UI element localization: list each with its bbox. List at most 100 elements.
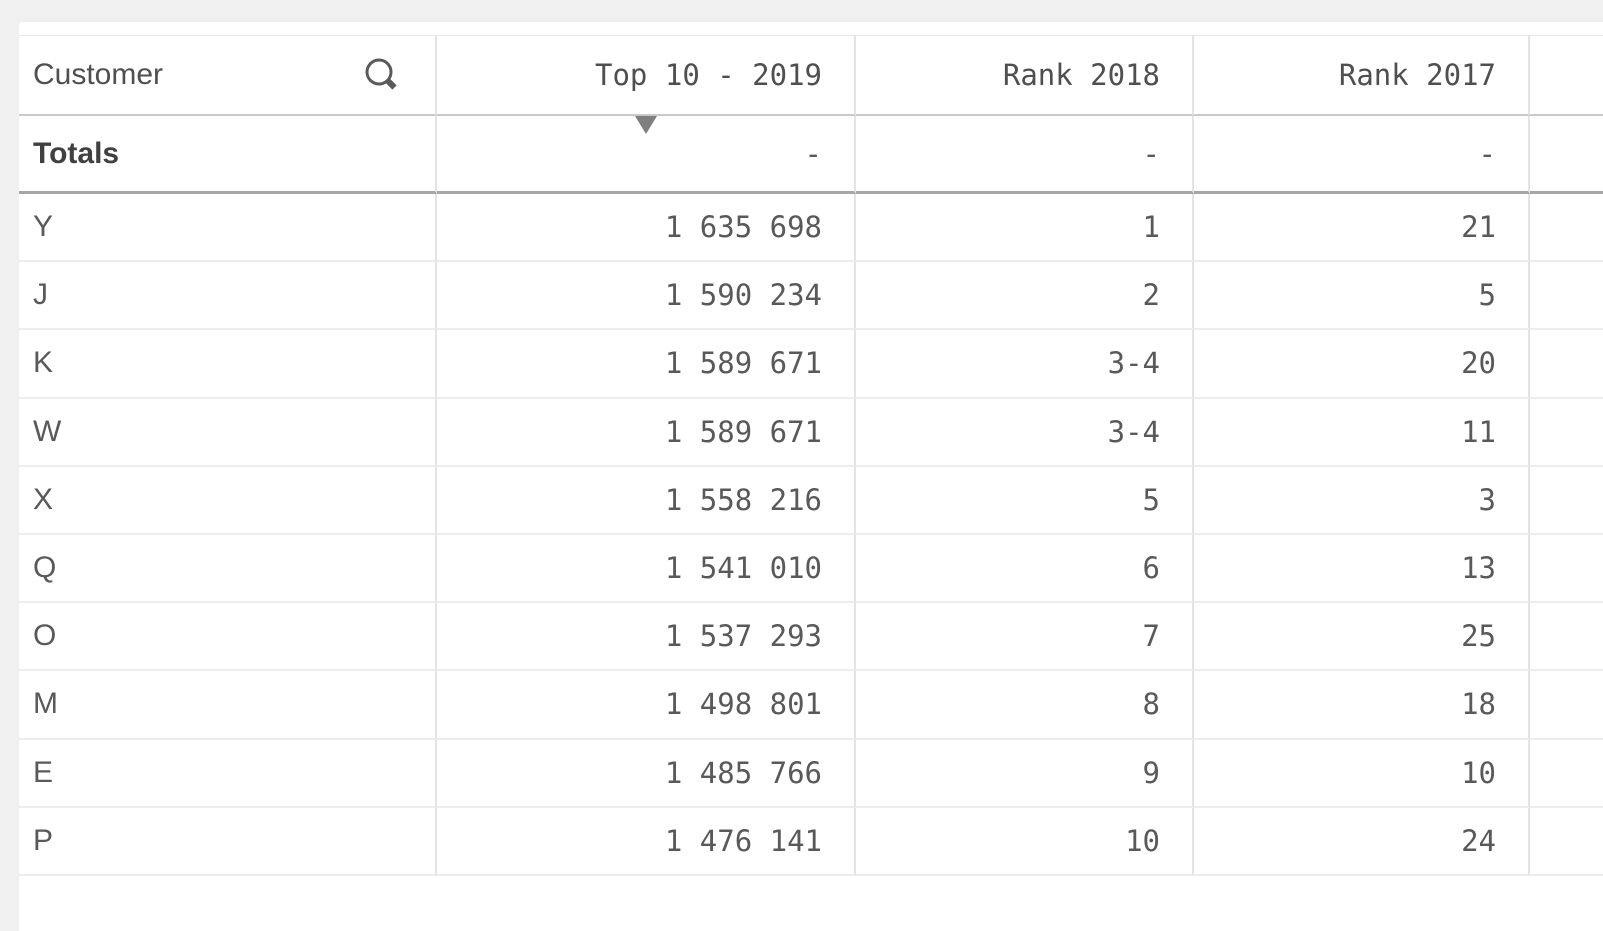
customer-value: J — [33, 278, 48, 312]
measure-cell-rank-2017: 21 — [1194, 194, 1530, 263]
row-empty-cell — [1530, 330, 1603, 399]
row-empty-cell — [1530, 262, 1603, 331]
customer-cell[interactable]: Y — [19, 194, 437, 263]
pivot-table: Customer Top 10 - 2019 Rank 2018 Rank 20… — [19, 35, 1603, 876]
totals-label: Totals — [33, 136, 120, 170]
column-header-customer[interactable]: Customer — [19, 36, 437, 116]
measure-value: 1 — [1142, 210, 1160, 245]
measure-cell-rank-2017: 25 — [1194, 603, 1530, 672]
rank-2017-header-label: Rank 2017 — [1338, 58, 1496, 92]
measure-cell-rank-2018: 6 — [856, 534, 1194, 604]
column-header-empty — [1530, 36, 1603, 116]
customer-cell[interactable]: E — [19, 739, 437, 808]
measure-value: 3-4 — [1107, 346, 1160, 381]
measure-cell-rank-2017: 10 — [1194, 739, 1530, 808]
customer-value: W — [33, 414, 62, 448]
measure-value: 11 — [1461, 414, 1496, 449]
measure-cell-rank-2018: 2 — [856, 262, 1194, 331]
measure-value: 13 — [1461, 551, 1496, 586]
column-header-top-10-2019[interactable]: Top 10 - 2019 — [437, 36, 856, 116]
customer-value: E — [33, 755, 54, 789]
row-empty-cell — [1530, 467, 1603, 535]
measure-cell-rank-2017: 13 — [1194, 534, 1530, 604]
measure-cell-top-10-2019: 1 485 766 — [437, 739, 856, 808]
customer-value: O — [33, 619, 57, 653]
measure-cell-top-10-2019: 1 589 671 — [437, 398, 856, 467]
measure-value: 5 — [1142, 482, 1160, 517]
customer-value: P — [33, 823, 54, 857]
totals-empty-cell — [1530, 116, 1603, 194]
measure-value: 20 — [1461, 346, 1496, 381]
column-header-rank-2017[interactable]: Rank 2017 — [1194, 36, 1530, 116]
measure-cell-top-10-2019: 1 590 234 — [437, 262, 856, 331]
measure-value: 1 485 766 — [664, 755, 822, 790]
row-empty-cell — [1530, 671, 1603, 740]
customer-cell[interactable]: J — [19, 262, 437, 331]
measure-value: 8 — [1142, 687, 1160, 722]
measure-cell-top-10-2019: 1 635 698 — [437, 194, 856, 263]
measure-cell-rank-2018: 8 — [856, 671, 1194, 740]
search-icon[interactable] — [363, 56, 401, 94]
measure-cell-rank-2018: 5 — [856, 466, 1194, 535]
customer-cell[interactable]: P — [19, 807, 437, 876]
measure-value: 1 558 216 — [664, 482, 822, 517]
row-empty-cell — [1530, 603, 1603, 672]
measure-value: 21 — [1461, 210, 1496, 245]
measure-value: 7 — [1142, 619, 1160, 654]
measure-value: 6 — [1142, 551, 1160, 586]
measure-cell-rank-2017: 5 — [1194, 262, 1530, 331]
row-empty-cell — [1530, 535, 1603, 604]
measure-cell-rank-2017: 18 — [1194, 671, 1530, 740]
row-empty-cell — [1530, 740, 1603, 808]
measure-value: 3 — [1478, 482, 1496, 517]
measure-value: 1 635 698 — [664, 210, 822, 245]
measure-cell-top-10-2019: 1 541 010 — [437, 534, 856, 604]
measure-cell-top-10-2019: 1 498 801 — [437, 671, 856, 740]
column-header-rank-2018[interactable]: Rank 2018 — [856, 36, 1194, 116]
measure-cell-rank-2017: 3 — [1194, 466, 1530, 535]
measure-cell-rank-2018: 7 — [856, 603, 1194, 672]
measure-cell-rank-2018: 3-4 — [856, 398, 1194, 467]
measure-cell-rank-2018: 9 — [856, 739, 1194, 808]
measure-cell-rank-2017: 11 — [1194, 398, 1530, 467]
sort-descending-icon — [635, 116, 657, 134]
measure-cell-rank-2018: 10 — [856, 807, 1194, 876]
totals-value-top-10-2019: - — [437, 116, 856, 194]
customer-cell[interactable]: O — [19, 603, 437, 672]
customer-header-label: Customer — [33, 58, 164, 91]
totals-label-cell: Totals — [19, 116, 437, 194]
measure-value: 1 589 671 — [664, 346, 822, 381]
measure-value: 18 — [1461, 687, 1496, 722]
customer-value: X — [33, 482, 54, 516]
customer-cell[interactable]: X — [19, 466, 437, 535]
customer-value: Y — [33, 210, 54, 244]
measure-value: 2 — [1142, 278, 1160, 313]
customer-cell[interactable]: Q — [19, 534, 437, 604]
measure-cell-rank-2017: 20 — [1194, 330, 1530, 399]
customer-cell[interactable]: W — [19, 398, 437, 467]
totals-value: - — [1478, 136, 1496, 171]
customer-header-content: Customer — [33, 56, 435, 94]
measure-value: 24 — [1461, 823, 1496, 858]
totals-value-rank-2017: - — [1194, 116, 1530, 194]
row-empty-cell — [1530, 399, 1603, 467]
measure-cell-rank-2018: 3-4 — [856, 330, 1194, 399]
rank-2018-header-label: Rank 2018 — [1002, 58, 1160, 92]
measure-cell-top-10-2019: 1 537 293 — [437, 603, 856, 672]
measure-value: 10 — [1461, 755, 1496, 790]
measure-value: 10 — [1125, 823, 1160, 858]
customer-value: K — [33, 346, 54, 380]
measure-cell-top-10-2019: 1 476 141 — [437, 807, 856, 876]
measure-value: 1 476 141 — [664, 823, 822, 858]
measure-value: 1 589 671 — [664, 414, 822, 449]
measure-value: 1 537 293 — [664, 619, 822, 654]
measure-value: 1 498 801 — [664, 687, 822, 722]
customer-cell[interactable]: M — [19, 671, 437, 740]
measure-cell-top-10-2019: 1 589 671 — [437, 330, 856, 399]
measure-value: 1 590 234 — [664, 278, 822, 313]
totals-value-rank-2018: - — [856, 116, 1194, 194]
customer-cell[interactable]: K — [19, 330, 437, 399]
totals-value: - — [804, 136, 822, 171]
measure-value: 5 — [1478, 278, 1496, 313]
table-card: Customer Top 10 - 2019 Rank 2018 Rank 20… — [19, 22, 1603, 931]
